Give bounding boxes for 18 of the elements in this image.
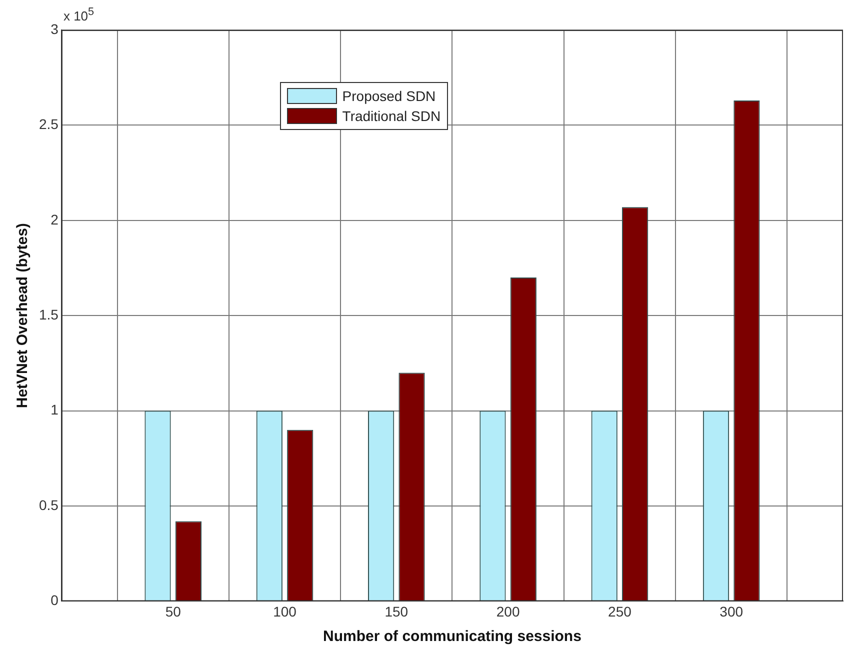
- x-tick-label: 100: [273, 603, 297, 620]
- y-tick-label: 2: [50, 211, 59, 228]
- y-tick-label: 2.5: [38, 116, 59, 132]
- y-tick-label: 1: [50, 402, 59, 418]
- y-tick-label: 0: [50, 592, 59, 608]
- x-axis-title: Number of communicating sessions: [323, 628, 582, 646]
- x-tick-label: 150: [384, 603, 408, 620]
- y-tick-label: 1.5: [38, 306, 59, 322]
- text: x 10$^{5}$: [63, 6, 94, 24]
- legend-label: Proposed SDN: [342, 88, 436, 104]
- x-tick-label: 300: [720, 603, 744, 620]
- x-tick-label: 250: [608, 603, 632, 620]
- y-tick-label: 0.5: [38, 496, 59, 513]
- legend-label: Traditional SDN: [342, 108, 441, 124]
- x-tick-label: 200: [496, 603, 520, 620]
- x-tick-label: 50: [165, 603, 182, 620]
- y-axis-title: HetVNet Overhead (bytes): [14, 223, 32, 408]
- y-tick-label: 3: [50, 20, 59, 37]
